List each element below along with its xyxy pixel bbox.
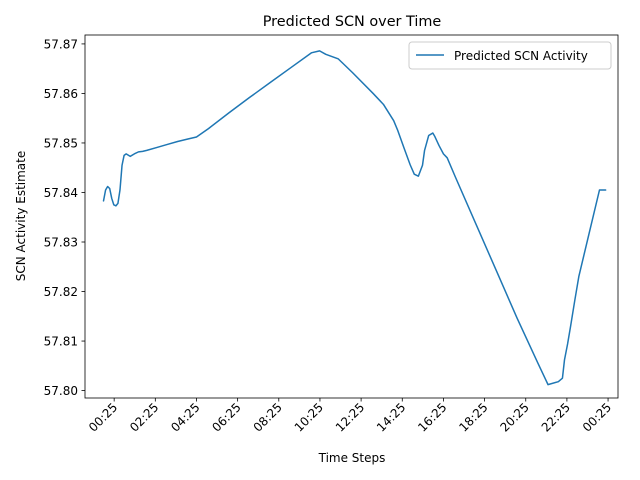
- legend-box: [408, 41, 612, 70]
- y-tick-label: 57.85: [44, 136, 78, 150]
- x-axis-label: Time Steps: [318, 451, 386, 465]
- chart-title: Predicted SCN over Time: [263, 14, 442, 30]
- y-tick-label: 57.86: [44, 87, 78, 101]
- y-tick-label: 57.87: [44, 37, 78, 51]
- y-tick-label: 57.84: [44, 186, 78, 200]
- axes-frame: [84, 34, 619, 399]
- y-tick-label: 57.83: [44, 236, 78, 250]
- plot-area: [102, 50, 607, 386]
- y-tick-label: 57.82: [44, 285, 78, 299]
- y-axis: 57.80 57.81 57.82 57.83 57.84 57.85 57.86 57.87: [44, 37, 85, 398]
- y-tick-label: 57.80: [44, 384, 78, 398]
- series-line-0: [102, 50, 607, 386]
- legend-label: Predicted SCN Activity: [454, 49, 588, 63]
- y-axis-label: SCN Activity Estimate: [14, 151, 28, 281]
- legend: Predicted SCN Activity: [408, 41, 612, 70]
- y-tick-label: 57.81: [44, 335, 78, 349]
